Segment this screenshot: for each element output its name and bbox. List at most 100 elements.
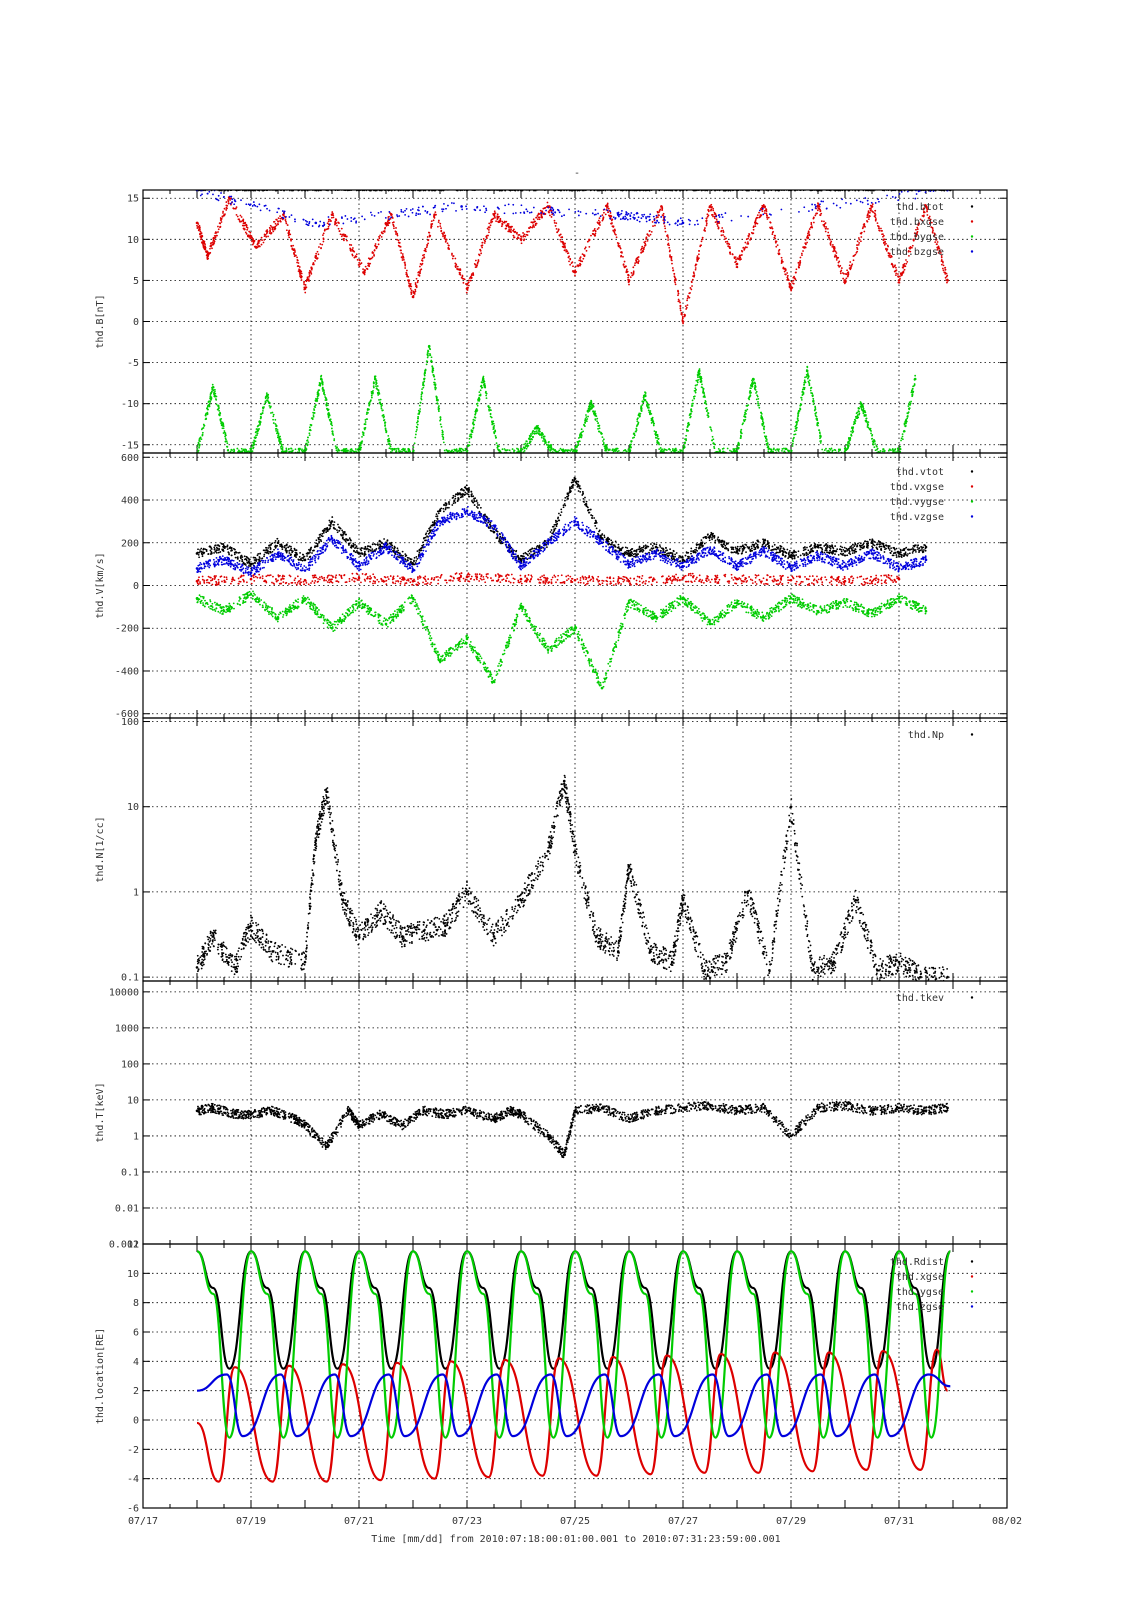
data-point xyxy=(466,286,469,289)
data-point xyxy=(840,269,843,272)
data-point xyxy=(835,259,838,261)
series-thd-bxgse xyxy=(195,196,949,325)
data-point xyxy=(579,432,582,435)
y-axis-label: thd.B[nT] xyxy=(95,294,106,348)
data-point xyxy=(385,222,387,224)
data-point xyxy=(374,375,377,378)
data-point xyxy=(577,444,580,447)
data-point xyxy=(890,255,893,257)
data-point xyxy=(428,346,431,348)
data-point xyxy=(282,450,285,453)
data-point xyxy=(608,455,610,457)
data-point xyxy=(749,237,752,240)
data-point xyxy=(522,232,524,234)
data-point xyxy=(272,422,275,424)
data-point xyxy=(608,449,611,451)
data-point xyxy=(435,396,438,399)
data-point xyxy=(727,245,730,248)
data-point xyxy=(677,289,679,292)
data-point xyxy=(272,415,275,418)
data-point xyxy=(322,388,325,391)
data-point xyxy=(554,455,556,457)
data-point xyxy=(393,455,395,457)
data-point xyxy=(200,238,202,241)
series-thd-bygse xyxy=(195,344,917,459)
data-point xyxy=(944,276,947,279)
data-point xyxy=(591,404,593,406)
data-point xyxy=(916,228,919,231)
data-point xyxy=(357,449,360,452)
data-point xyxy=(370,394,373,397)
data-point xyxy=(233,454,235,456)
data-point xyxy=(325,404,328,407)
data-point xyxy=(230,454,232,456)
data-point xyxy=(946,278,949,281)
data-point xyxy=(801,254,803,257)
data-point xyxy=(628,283,630,286)
data-point xyxy=(566,454,568,456)
data-point xyxy=(266,399,269,402)
data-point xyxy=(520,242,523,245)
data-point xyxy=(592,405,594,408)
data-point xyxy=(213,235,216,237)
data-point xyxy=(621,252,623,254)
data-point xyxy=(318,389,321,392)
data-point xyxy=(201,434,204,437)
data-point xyxy=(594,232,597,235)
data-point xyxy=(369,399,372,402)
data-point xyxy=(672,454,674,456)
data-point xyxy=(400,252,403,254)
data-point xyxy=(388,447,391,450)
data-point xyxy=(427,355,429,357)
data-point xyxy=(532,435,534,438)
data-point xyxy=(284,457,286,459)
data-point xyxy=(403,261,406,264)
data-point xyxy=(418,411,421,414)
data-point xyxy=(548,441,550,443)
data-point xyxy=(552,455,554,457)
data-point xyxy=(689,415,692,418)
data-point xyxy=(549,446,552,449)
data-point xyxy=(590,234,592,237)
data-point xyxy=(624,448,627,451)
data-point xyxy=(646,403,648,406)
data-point xyxy=(574,274,576,277)
data-point xyxy=(909,250,912,253)
data-point xyxy=(561,236,564,238)
data-point xyxy=(556,231,559,234)
data-point xyxy=(752,225,755,228)
data-point xyxy=(440,229,443,232)
data-point xyxy=(261,239,263,242)
data-point xyxy=(520,239,523,242)
data-point xyxy=(905,262,908,265)
data-point xyxy=(566,252,569,255)
y-tick-label: -5 xyxy=(127,358,139,369)
data-point xyxy=(490,409,492,412)
data-point xyxy=(198,438,201,441)
data-point xyxy=(668,454,670,456)
data-point xyxy=(559,233,562,236)
data-point xyxy=(255,428,258,430)
data-point xyxy=(680,455,682,457)
data-point xyxy=(336,224,338,227)
data-point xyxy=(425,363,428,366)
data-point xyxy=(478,391,481,393)
data-point xyxy=(603,211,605,214)
data-point xyxy=(443,236,446,239)
data-point xyxy=(605,205,608,208)
data-point xyxy=(711,213,714,216)
data-point xyxy=(226,442,229,445)
data-point xyxy=(494,212,497,215)
data-point xyxy=(196,221,199,224)
data-point xyxy=(574,269,577,272)
data-point xyxy=(398,455,400,457)
data-point xyxy=(640,405,643,408)
data-point xyxy=(490,221,492,224)
data-point xyxy=(405,271,408,274)
data-point xyxy=(289,233,292,236)
data-point xyxy=(237,454,239,456)
data-point xyxy=(775,245,778,248)
data-point xyxy=(247,235,250,238)
data-point xyxy=(435,387,437,389)
data-point xyxy=(253,439,256,442)
